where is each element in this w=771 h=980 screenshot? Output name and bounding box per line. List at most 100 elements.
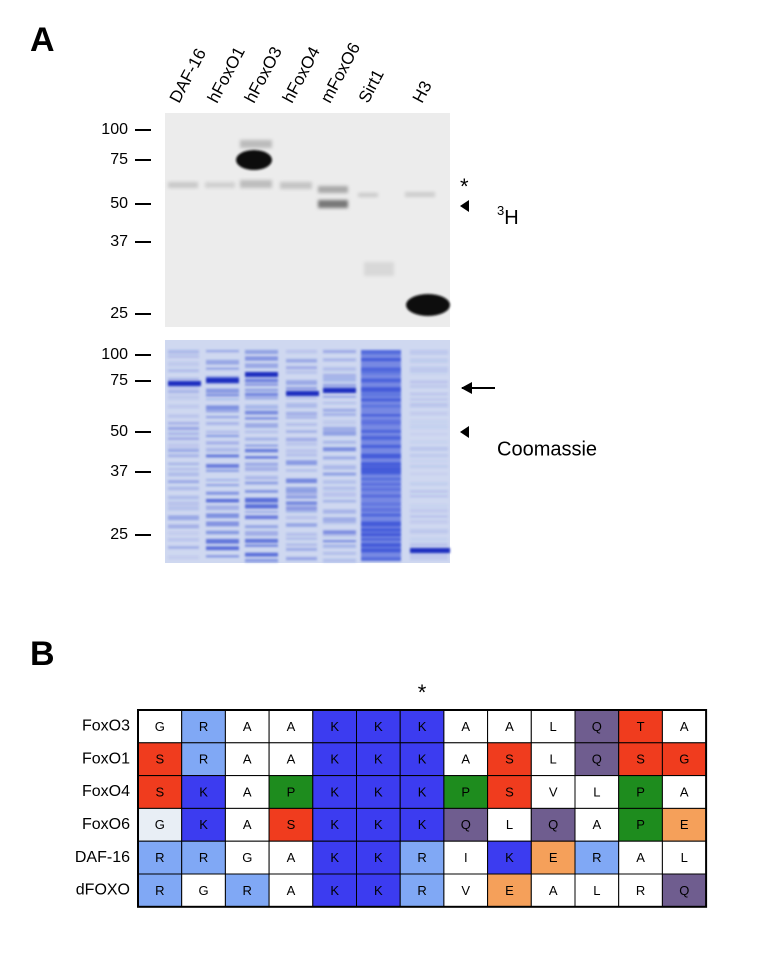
- residue-cell: [181, 840, 226, 875]
- band: [245, 462, 278, 466]
- band: [286, 501, 317, 506]
- marker-label: 25: [110, 305, 128, 322]
- band: [168, 480, 199, 484]
- marker-label: 37: [110, 233, 128, 250]
- marker-label: 50: [110, 195, 128, 212]
- band: [410, 350, 448, 355]
- band: [206, 447, 239, 452]
- band: [245, 417, 278, 420]
- residue: K: [418, 784, 427, 799]
- band: [410, 529, 448, 534]
- band: [245, 437, 278, 441]
- alignment-border: [137, 709, 708, 908]
- residue: R: [155, 883, 164, 898]
- band: [286, 537, 317, 540]
- band: [206, 441, 239, 445]
- residue-cell: [661, 807, 707, 842]
- band: [245, 388, 278, 392]
- residue: A: [243, 752, 252, 767]
- band: [206, 484, 239, 487]
- band: [168, 369, 199, 373]
- residue: A: [593, 817, 602, 832]
- band: [168, 404, 199, 409]
- residue-cell: [487, 709, 532, 744]
- row-label: FoxO3: [82, 718, 130, 735]
- asterisk: *: [460, 174, 469, 199]
- marker-label: 100: [101, 121, 128, 138]
- residue: E: [549, 850, 558, 865]
- gel-label: Coomassie: [497, 438, 597, 460]
- residue: A: [505, 719, 514, 734]
- residue-cell: [137, 742, 183, 777]
- residue-cell: [574, 742, 620, 777]
- band: [206, 521, 239, 527]
- residue: P: [636, 784, 645, 799]
- residue: K: [199, 817, 208, 832]
- band: [206, 513, 239, 519]
- panel-label: A: [30, 21, 55, 59]
- residue: Q: [548, 817, 558, 832]
- residue-cell: [399, 742, 445, 777]
- band: [245, 383, 278, 386]
- band: [410, 482, 448, 486]
- band: [245, 558, 278, 563]
- band: [245, 475, 278, 480]
- band: [286, 402, 317, 408]
- band: [410, 557, 448, 560]
- residue-cell: [181, 807, 226, 842]
- band: [245, 504, 278, 509]
- marker-label: 75: [110, 372, 128, 389]
- band: [286, 556, 317, 561]
- residue-cell: [399, 840, 445, 875]
- band: [168, 377, 199, 381]
- band: [206, 350, 239, 353]
- residue: R: [592, 850, 601, 865]
- band: [245, 350, 278, 354]
- band: [245, 410, 278, 415]
- band: [206, 410, 239, 413]
- band: [168, 467, 199, 471]
- band: [410, 495, 448, 498]
- band: [323, 412, 356, 417]
- band: [410, 473, 448, 476]
- residue-cell: [530, 775, 576, 809]
- residue-cell: [268, 873, 314, 908]
- residue: K: [330, 784, 339, 799]
- residue: I: [464, 850, 468, 865]
- residue: K: [374, 719, 383, 734]
- residue: A: [636, 850, 645, 865]
- band: [245, 444, 278, 447]
- band: [245, 525, 278, 529]
- band: [410, 419, 448, 424]
- band: [206, 378, 239, 383]
- band: [245, 423, 278, 428]
- band: [323, 440, 356, 444]
- marker-label: 75: [110, 151, 128, 168]
- residue: L: [681, 850, 688, 865]
- band: [245, 552, 278, 557]
- residue-cell: [399, 775, 445, 809]
- gel-coomassie-bands: [168, 350, 450, 563]
- superscript: 3: [497, 203, 504, 218]
- gel-3h: [165, 113, 450, 327]
- band: [323, 447, 356, 452]
- gel-3h-bands: [168, 140, 435, 276]
- band: [286, 386, 317, 391]
- residue: K: [330, 719, 339, 734]
- band: [323, 378, 356, 382]
- residue: E: [505, 883, 514, 898]
- band: [410, 548, 450, 553]
- arrow-head: [461, 382, 472, 394]
- band: [168, 546, 199, 549]
- band: [168, 537, 199, 542]
- residue: R: [417, 883, 426, 898]
- band: [168, 531, 199, 535]
- band: [286, 523, 317, 527]
- band: [245, 396, 278, 400]
- residue: K: [505, 850, 514, 865]
- residue: A: [549, 883, 558, 898]
- residue: Q: [592, 719, 602, 734]
- row-label: FoxO6: [82, 816, 130, 833]
- residue: G: [198, 883, 208, 898]
